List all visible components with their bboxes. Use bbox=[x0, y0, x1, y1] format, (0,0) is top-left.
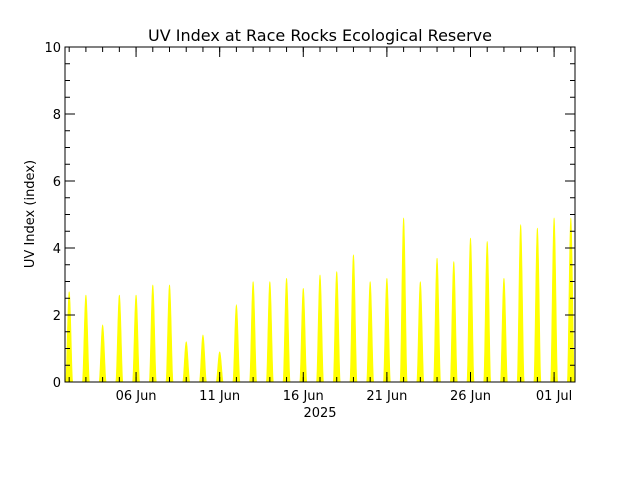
uv-day-area bbox=[383, 278, 391, 383]
uv-day-area bbox=[316, 274, 324, 383]
uv-day-area bbox=[566, 217, 575, 383]
uv-day-area bbox=[399, 217, 408, 383]
uv-day-area bbox=[332, 271, 341, 383]
uv-series bbox=[65, 217, 575, 383]
uv-day-area bbox=[132, 294, 140, 383]
uv-day-area bbox=[366, 281, 375, 383]
x-tick-label: 26 Jun bbox=[450, 389, 491, 404]
x-axis: 06 Jun 11 Jun 16 Jun 21 Jun 26 Jun 01 Jul bbox=[68, 47, 572, 404]
x-axis-label: 2025 bbox=[303, 406, 336, 421]
uv-day-area bbox=[82, 294, 90, 383]
uv-day-area bbox=[550, 217, 558, 383]
uv-day-area bbox=[199, 334, 207, 383]
chart-title: UV Index at Race Rocks Ecological Reserv… bbox=[148, 26, 492, 45]
uv-day-area bbox=[182, 341, 191, 383]
uv-day-area bbox=[483, 241, 492, 383]
uv-day-area bbox=[299, 288, 308, 383]
uv-day-area bbox=[265, 281, 274, 383]
y-tick-label: 4 bbox=[53, 242, 61, 257]
uv-day-area bbox=[500, 278, 508, 383]
y-tick-label: 6 bbox=[53, 175, 61, 190]
uv-day-area bbox=[282, 278, 291, 383]
uv-day-area bbox=[115, 294, 124, 383]
y-tick-label: 8 bbox=[53, 108, 61, 123]
x-tick-label: 11 Jun bbox=[199, 389, 240, 404]
uv-day-area bbox=[98, 324, 107, 383]
y-axis-label: UV Index (index) bbox=[23, 160, 38, 268]
uv-day-area bbox=[148, 284, 157, 383]
uv-day-area bbox=[232, 303, 241, 383]
uv-day-area bbox=[416, 281, 425, 383]
uv-day-area bbox=[215, 351, 224, 383]
x-tick-label: 06 Jun bbox=[116, 389, 157, 404]
uv-day-area bbox=[249, 281, 257, 383]
uv-day-area bbox=[533, 227, 542, 383]
uv-day-area bbox=[516, 224, 525, 383]
y-tick-label: 0 bbox=[53, 376, 61, 391]
uv-day-area bbox=[433, 257, 441, 383]
y-tick-label: 10 bbox=[44, 41, 61, 56]
x-tick-label: 01 Jul bbox=[536, 389, 572, 404]
uv-day-area bbox=[165, 284, 174, 383]
y-axis: 0 2 4 6 8 10 bbox=[44, 41, 575, 391]
uv-day-area bbox=[65, 291, 74, 383]
uv-day-area bbox=[349, 254, 358, 383]
y-tick-label: 2 bbox=[53, 309, 61, 324]
uv-day-area bbox=[466, 237, 475, 383]
x-tick-label: 21 Jun bbox=[366, 389, 407, 404]
uv-day-area bbox=[449, 261, 458, 383]
x-tick-label: 16 Jun bbox=[283, 389, 324, 404]
